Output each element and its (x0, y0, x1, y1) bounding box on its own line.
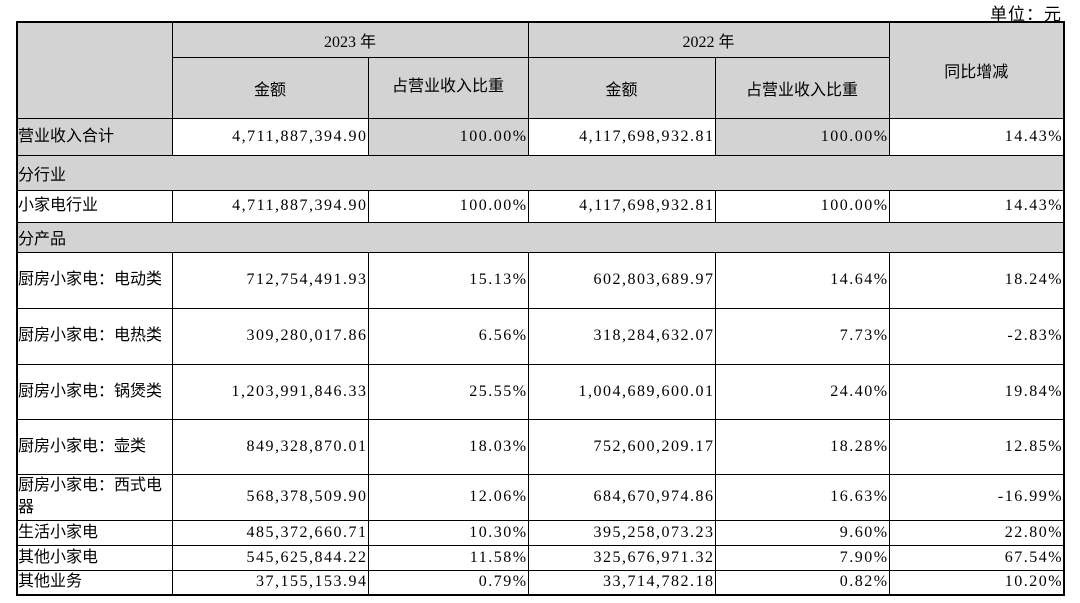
pct-2022: 14.64% (714, 251, 890, 309)
header-pct-2023: 占营业收入比重 (367, 56, 529, 119)
yoy-change: -2.83% (888, 307, 1065, 365)
amount-2023: 4,711,887,394.90 (171, 117, 369, 156)
table-row-kitchen-kettles: 厨房小家电：壶类 849,328,870.01 18.03% 752,600,2… (16, 418, 1065, 475)
amount-2022: 4,117,698,932.81 (527, 117, 716, 156)
amount-2022: 325,676,971.32 (527, 544, 716, 571)
row-label: 生活小家电 (16, 519, 173, 546)
row-label: 其他业务 (16, 569, 173, 596)
pct-2023: 10.30% (367, 519, 529, 546)
yoy-change: 22.80% (888, 519, 1065, 546)
row-label: 厨房小家电：锅煲类 (16, 363, 173, 420)
pct-2023: 0.79% (367, 569, 529, 596)
amount-2023: 545,625,844.22 (171, 544, 369, 571)
amount-2023: 37,155,153.94 (171, 569, 369, 596)
row-label: 厨房小家电：电热类 (16, 307, 173, 365)
amount-2023: 309,280,017.86 (171, 307, 369, 365)
header-row-measures: 金额 占营业收入比重 金额 占营业收入比重 (17, 56, 1064, 119)
amount-2023: 568,378,509.90 (171, 473, 369, 521)
table-row-small-appliance-industry: 小家电行业 4,711,887,394.90 100.00% 4,117,698… (16, 189, 1065, 223)
header-row-years: 2023 年 2022 年 同比增减 (16, 21, 1065, 119)
pct-2022: 0.82% (714, 569, 890, 596)
pct-2023: 18.03% (367, 418, 529, 475)
row-label: 其他小家电 (16, 544, 173, 571)
row-label: 厨房小家电：壶类 (16, 418, 173, 475)
header-year-2022: 2022 年 (527, 21, 890, 58)
row-label: 营业收入合计 (16, 117, 173, 156)
unit-label: 单位：元 (990, 5, 1062, 24)
header-year-2023: 2023 年 (171, 21, 529, 58)
section-label: 分产品 (16, 221, 1065, 253)
amount-2023: 485,372,660.71 (171, 519, 369, 546)
pct-2023: 15.13% (367, 251, 529, 309)
yoy-change: -16.99% (888, 473, 1065, 521)
table-row-kitchen-heating: 厨房小家电：电热类 309,280,017.86 6.56% 318,284,6… (16, 307, 1065, 365)
pct-2023: 100.00% (367, 189, 529, 223)
row-label: 厨房小家电：电动类 (16, 251, 173, 309)
amount-2022: 602,803,689.97 (527, 251, 716, 309)
pct-2022: 16.63% (714, 473, 890, 521)
amount-2022: 33,714,782.18 (527, 569, 716, 596)
table-row-kitchen-cookers: 厨房小家电：锅煲类 1,203,991,846.33 25.55% 1,004,… (16, 363, 1065, 420)
amount-2022: 395,258,073.23 (527, 519, 716, 546)
pct-2022: 100.00% (714, 117, 890, 156)
pct-2022: 24.40% (714, 363, 890, 420)
amount-2022: 684,670,974.86 (527, 473, 716, 521)
pct-2023: 11.58% (367, 544, 529, 571)
table-row-other-appliances: 其他小家电 545,625,844.22 11.58% 325,676,971.… (16, 544, 1065, 571)
header-amount-2022: 金额 (527, 56, 716, 119)
header-yoy-change: 同比增减 (888, 21, 1065, 119)
amount-2022: 4,117,698,932.81 (527, 189, 716, 223)
yoy-change: 18.24% (888, 251, 1065, 309)
pct-2023: 25.55% (367, 363, 529, 420)
table-row-other-business: 其他业务 37,155,153.94 0.79% 33,714,782.18 0… (16, 569, 1065, 596)
yoy-change: 12.85% (888, 418, 1065, 475)
yoy-change: 14.43% (888, 117, 1065, 156)
pct-2023: 100.00% (367, 117, 529, 156)
pct-2022: 7.73% (714, 307, 890, 365)
yoy-change: 67.54% (888, 544, 1065, 571)
pct-2022: 100.00% (714, 189, 890, 223)
table-row-kitchen-western: 厨房小家电：西式电器 568,378,509.90 12.06% 684,670… (16, 473, 1065, 521)
amount-2023: 712,754,491.93 (171, 251, 369, 309)
row-label: 厨房小家电：西式电器 (16, 473, 173, 521)
amount-2023: 1,203,991,846.33 (171, 363, 369, 420)
header-amount-2023: 金额 (171, 56, 369, 119)
yoy-change: 10.20% (888, 569, 1065, 596)
amount-2022: 752,600,209.17 (527, 418, 716, 475)
amount-2022: 318,284,632.07 (527, 307, 716, 365)
section-row-by-industry: 分行业 (16, 154, 1065, 191)
amount-2023: 849,328,870.01 (171, 418, 369, 475)
header-corner-cell (16, 21, 173, 119)
table-row-total-revenue: 营业收入合计 4,711,887,394.90 100.00% 4,117,69… (16, 117, 1065, 156)
pct-2023: 12.06% (367, 473, 529, 521)
row-label: 小家电行业 (16, 189, 173, 223)
yoy-change: 14.43% (888, 189, 1065, 223)
pct-2022: 18.28% (714, 418, 890, 475)
table-row-life-appliances: 生活小家电 485,372,660.71 10.30% 395,258,073.… (16, 519, 1065, 546)
header-pct-2022: 占营业收入比重 (714, 56, 890, 119)
yoy-change: 19.84% (888, 363, 1065, 420)
pct-2022: 7.90% (714, 544, 890, 571)
table-row-kitchen-electric: 厨房小家电：电动类 712,754,491.93 15.13% 602,803,… (16, 251, 1065, 309)
pct-2022: 9.60% (714, 519, 890, 546)
pct-2023: 6.56% (367, 307, 529, 365)
section-label: 分行业 (16, 154, 1065, 191)
amount-2022: 1,004,689,600.01 (527, 363, 716, 420)
amount-2023: 4,711,887,394.90 (171, 189, 369, 223)
section-row-by-product: 分产品 (16, 221, 1065, 253)
revenue-breakdown-table: 2023 年 2022 年 同比增减 金额 占营业收入比重 金额 占营业收入比重… (16, 21, 1066, 596)
